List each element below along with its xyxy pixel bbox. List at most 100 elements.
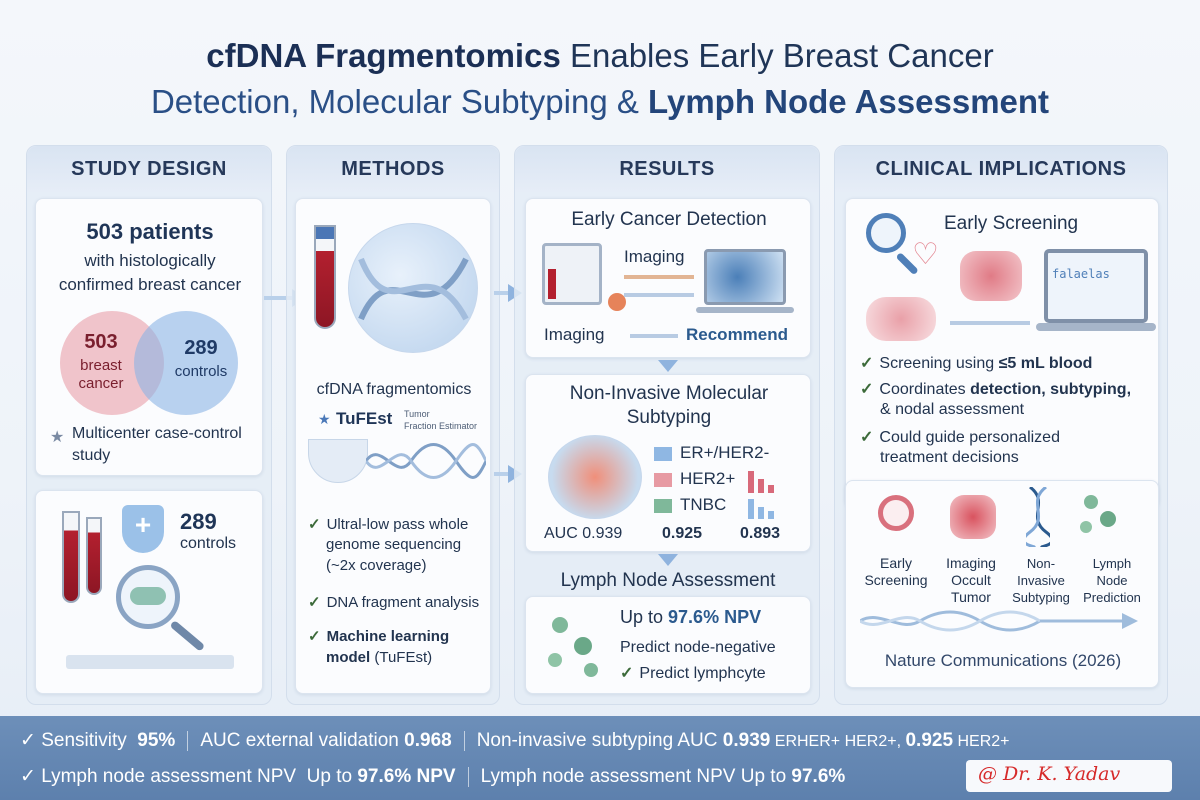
laptop-base [1036,323,1156,331]
tufest-label: TuFEst [336,409,393,428]
tufest-small-2: Fraction Estimator [404,421,478,431]
venn-cancer-count: 503 [84,331,118,353]
npv-prefix: Up to [620,607,669,627]
title-line2-bold: Lymph Node Assessment [648,83,1050,120]
lymph-npv-label: Lymph node assessment NPV [41,766,297,787]
lymph-npv-prefix: Up to [306,766,358,787]
shield-icon [122,505,164,553]
title-line-1: cfDNA Fragmentomics Enables Early Breast… [0,36,1200,76]
check-icon: ✓ [860,355,874,372]
patients-desc-1: with histologically [84,251,216,270]
recommend-label: Recommend [686,325,789,344]
legend-swatch-er [654,447,672,461]
patients-count: 503 patients [86,219,214,244]
monitor-base [696,307,794,313]
check-icon: ✓ [308,594,321,611]
clinical-header: CLINICAL IMPLICATIONS [835,146,1167,192]
icon4-l3: Prediction [1083,590,1141,605]
npv-line: Up to 97.6% NPV [620,607,761,628]
clinical-bullet-3: ✓ Could guide personalized [860,427,1156,447]
mini-bar [748,471,754,493]
legend-swatch-her2 [654,473,672,487]
subtyping-auc-mid: ERHER+ HER2+, [770,733,906,750]
lymph-npv-label-2: Lymph node assessment NPV Up to [480,766,792,787]
occult-tumor-icon [950,495,996,539]
early-screening-label: Early Screening [944,213,1079,234]
icon4-l2: Node [1096,573,1128,588]
mini-bar [768,511,774,519]
subtyping-auc-label: Non-invasive subtyping AUC [476,730,723,751]
blood-tube-icon-2 [86,517,102,595]
sensitivity-value: 95% [137,730,176,751]
lymph-node-icon [1100,511,1116,527]
laptop-screen-icon [1044,249,1148,323]
cfdna-label: cfDNA fragmentomics [316,381,472,398]
imaging-arrow-line-2 [624,293,694,297]
venn-control-circle [134,311,238,415]
lymph-title: Lymph Node Assessment [560,570,776,591]
venn-cancer-label-2: cancer [78,375,124,392]
screening-magnifier-icon [878,495,914,531]
summary-bar: ✓ Sensitivity 95% AUC external validation… [0,716,1200,800]
title-rest: Enables Early Breast Cancer [560,37,994,74]
subtyping-title-2: Subtyping [626,407,712,428]
lymph-npv-value: 97.6% NPV [357,766,456,787]
check-icon: ✓ [860,381,874,398]
lymph-node-icon [1084,495,1098,509]
method-item-2-text: DNA fragment analysis [326,594,480,611]
patients-panel: 503 patients with histologically confirm… [35,198,263,476]
auc-external-value: 0.968 [404,730,452,751]
flow-arrow-line-2 [494,291,510,295]
down-arrow-icon-2 [658,554,678,566]
lymph-panel: Up to 97.6% NPV Predict node-negative ✓ P… [525,596,811,694]
dna-helix-icon [366,443,486,479]
multicenter-line-2: study [72,447,111,464]
method-item-3-l1: Machine learning [326,628,450,645]
method-item-1-l2: genome sequencing [326,536,462,553]
implications-icons-panel: Early Screening Imaging Occult Tumor Non… [845,480,1159,688]
check-icon: ✓ [308,516,321,533]
legend-er-label: ER+/HER2- [680,443,770,462]
signature: @ Dr. K. Yadav [978,763,1121,785]
study-design-header: STUDY DESIGN [27,146,271,192]
clinical-bullet-2: ✓ Coordinates detection, subtyping, [860,379,1156,399]
method-item-3-l2b: (TuFEst) [370,649,433,666]
auc-value-2: 0.925 [662,525,703,542]
results-column: RESULTS Early Cancer Detection Imaging I… [514,145,820,705]
legend-her2-label: HER2+ [680,469,736,488]
bullet3-l1: Could guide personalized [879,429,1060,446]
lymph-node-icon [1080,521,1092,533]
bullet1-a: Screening using [879,355,999,372]
divider [463,730,465,751]
method-item-3: ✓ Machine learning [308,627,488,645]
subtyping-auc-end: HER2+ [953,733,1010,750]
subtyping-auc-value: 0.939 [722,730,771,751]
summary-row-2: ✓ Lymph node assessment NPV Up to 97.6% … [20,762,845,792]
auc-external-label: AUC external validation [200,730,405,751]
implication-icon-1-label: Early Screening [858,555,934,589]
funnel-icon [308,439,368,483]
flow-arrow-line-1 [264,296,294,300]
check-icon: ✓ [20,766,42,787]
method-item-3-l2-wrap: model (TuFEst) [326,649,432,666]
imaging-arrow-line [624,275,694,279]
summary-row-1: ✓ Sensitivity 95% AUC external validation… [20,726,1010,756]
subtyping-auc-value-2: 0.925 [905,730,954,751]
venn-control-label: controls [174,363,228,380]
tissue-icon [960,251,1022,301]
bullet2-b: detection, subtyping, [970,381,1132,398]
star-icon: ★ [50,429,65,446]
implication-icon-3-label: Non- Invasive Subtyping [1006,555,1076,606]
method-item-1: ✓ Ultral-low pass whole [308,515,488,533]
method-item-3-l2: model [326,649,371,666]
title-line2-a: Detection, Molecular Subtyping & [150,83,649,120]
tissue-cells-icon [548,435,642,519]
npv-value: 97.6% NPV [668,607,762,627]
dna-icon [1026,487,1050,547]
lymph-node-icon [574,637,592,655]
icon1-l1: Early [880,555,912,571]
cell-icon [130,587,166,605]
imaging-label-1: Imaging [624,247,685,266]
mini-bar [748,499,754,519]
patients-desc-2: confirmed breast cancer [58,275,242,294]
